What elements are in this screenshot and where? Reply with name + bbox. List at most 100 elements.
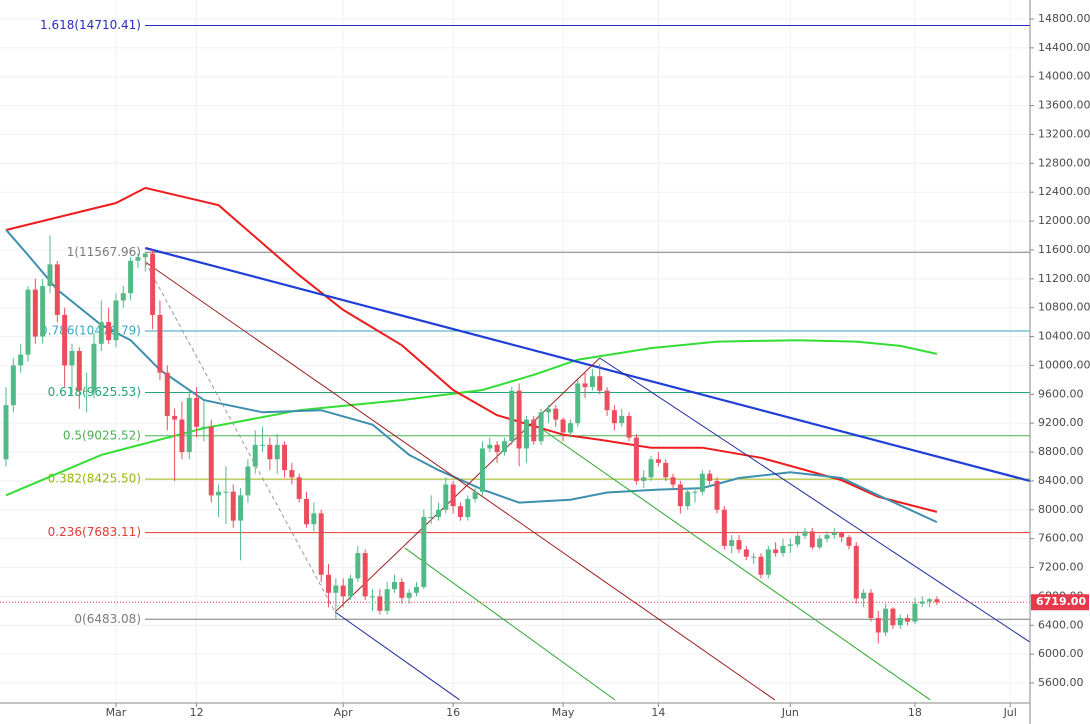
candle-body — [758, 556, 764, 575]
axes: 5600.006000.006400.006800.007200.007600.… — [106, 12, 1090, 719]
y-tick-label: 14000.00 — [1038, 70, 1090, 83]
candle-body — [128, 260, 134, 294]
candle-body — [252, 444, 258, 467]
candle-body — [626, 415, 632, 438]
candle-body — [641, 477, 647, 481]
candle-body — [780, 545, 786, 554]
candle-body — [54, 264, 60, 315]
candle-body — [157, 314, 163, 373]
y-tick-label: 10800.00 — [1038, 301, 1090, 314]
y-tick-label: 14800.00 — [1038, 12, 1090, 25]
x-tick-label: Jun — [781, 706, 799, 719]
candle-body — [707, 473, 713, 481]
candle-body — [472, 491, 478, 499]
candle-body — [531, 419, 537, 442]
candle-body — [692, 491, 698, 493]
candle-body — [809, 531, 815, 548]
candle-body — [150, 253, 156, 315]
y-tick-label: 6400.00 — [1038, 618, 1084, 631]
candle-body — [655, 459, 661, 463]
axis-bg — [0, 703, 1030, 724]
candle-body — [421, 517, 427, 588]
candle-body — [370, 596, 376, 598]
candle-body — [875, 618, 881, 633]
x-tick-label: 14 — [651, 706, 665, 719]
candle-body — [98, 322, 104, 344]
y-tick-label: 11600.00 — [1038, 243, 1090, 256]
candle-body — [611, 410, 617, 424]
candle-body — [384, 589, 390, 611]
candle-body — [172, 415, 178, 420]
candle-body — [721, 509, 727, 546]
fib-label: 1.618(14710.41) — [40, 18, 141, 32]
candle-body — [194, 397, 200, 427]
candle-body — [545, 408, 551, 413]
candle-body — [567, 423, 573, 433]
candle-body — [311, 513, 317, 525]
candle-body — [443, 484, 449, 510]
candle-body — [340, 585, 346, 597]
candle-body — [186, 397, 192, 453]
candle-body — [355, 553, 361, 579]
candle-body — [40, 286, 46, 337]
candle-body — [663, 462, 669, 478]
candle-body — [765, 549, 771, 575]
candle-body — [831, 532, 837, 536]
candle-body — [905, 618, 911, 622]
trend-line — [334, 357, 601, 613]
x-tick-label: Apr — [334, 706, 354, 719]
candle-body — [201, 426, 207, 428]
candle-body — [677, 484, 683, 507]
candle-body — [10, 365, 16, 406]
y-tick-label: 13200.00 — [1038, 127, 1090, 140]
x-tick-label: Jul — [1003, 706, 1017, 719]
y-tick-label: 8000.00 — [1038, 503, 1084, 516]
candle-body — [597, 376, 603, 391]
candle-body — [861, 592, 867, 599]
y-tick-label: 11200.00 — [1038, 272, 1090, 285]
candle-body — [685, 491, 691, 507]
trend-line — [599, 357, 1030, 643]
candle-body — [912, 603, 918, 622]
trend-line — [334, 611, 461, 701]
fib-label: 1(11567.96) — [67, 245, 141, 259]
candle-body — [267, 444, 273, 460]
y-tick-label: 5600.00 — [1038, 676, 1084, 689]
candle-body — [560, 419, 566, 433]
candle-body — [164, 372, 170, 416]
fib-label: 0.382(8425.50) — [48, 472, 141, 486]
y-tick-label: 8400.00 — [1038, 474, 1084, 487]
candle-body — [32, 289, 38, 337]
candle-body — [113, 300, 119, 341]
candle-body — [751, 556, 757, 558]
candle-body — [135, 257, 141, 261]
fib-label: 0.236(7683.11) — [48, 525, 141, 539]
candle-body — [435, 509, 441, 518]
candle-body — [846, 537, 852, 546]
candle-body — [18, 354, 24, 366]
candle-body — [362, 553, 368, 597]
candle-body — [465, 498, 471, 518]
candle-body — [787, 544, 793, 546]
candle-body — [868, 592, 874, 619]
candle-body — [230, 491, 236, 521]
candle-body — [84, 390, 90, 392]
candle-body — [487, 444, 493, 449]
y-tick-label: 7200.00 — [1038, 561, 1084, 574]
y-tick-label: 12800.00 — [1038, 156, 1090, 169]
x-tick-label: 16 — [446, 706, 460, 719]
candle-body — [890, 608, 896, 626]
moving-average — [5, 229, 938, 524]
x-tick-label: 18 — [908, 706, 922, 719]
candle-body — [516, 390, 522, 449]
moving-average — [5, 186, 938, 513]
grid — [0, 0, 1030, 703]
candle-body — [106, 322, 112, 341]
y-tick-label: 12400.00 — [1038, 185, 1090, 198]
candle-body — [296, 477, 302, 499]
candle-body — [604, 390, 610, 411]
candle-body — [897, 618, 903, 626]
y-tick-label: 10000.00 — [1038, 358, 1090, 371]
fib-label: 0(6483.08) — [74, 612, 141, 626]
candle-body — [245, 466, 251, 496]
